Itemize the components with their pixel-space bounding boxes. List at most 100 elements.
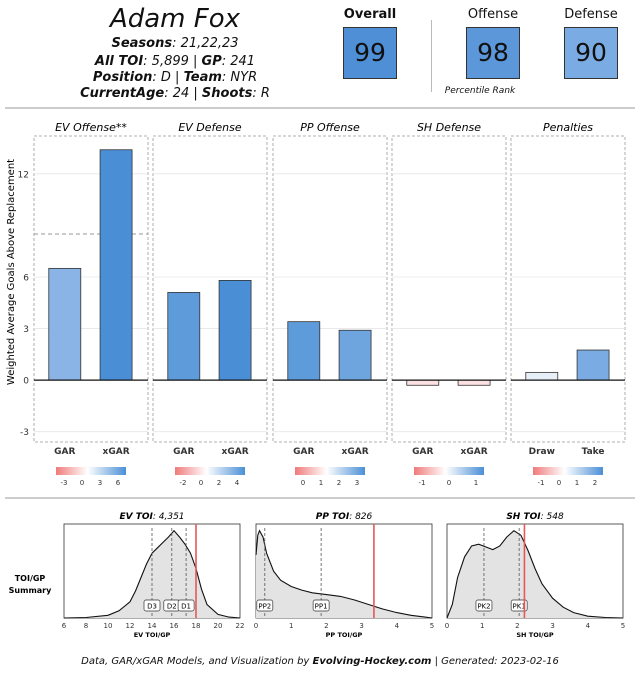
x-tick-label: 10	[104, 622, 113, 630]
x-category-label: xGAR	[461, 447, 488, 457]
legend-tick-label: -1	[419, 479, 426, 487]
y-tick-label: -3	[20, 428, 29, 438]
legend-tick-label: 0	[80, 479, 84, 487]
x-category-label: GAR	[412, 447, 433, 457]
footer-suffix: | Generated: 2023-02-16	[431, 656, 559, 667]
density-x-label: EV TOI/GP	[134, 631, 171, 639]
offense-rank-value: 98	[466, 27, 520, 79]
overall-rank-value: 99	[343, 27, 397, 79]
x-category-label: xGAR	[103, 447, 130, 457]
bar	[525, 371, 559, 381]
density-x-label: SH TOI/GP	[516, 631, 553, 639]
panel-title: SH Defense	[417, 121, 481, 134]
x-tick-label: 14	[148, 622, 157, 630]
toi-label: All TOI	[94, 54, 144, 69]
x-category-label: GAR	[293, 447, 314, 457]
footer-prefix: Data, GAR/xGAR Models, and Visualization…	[81, 656, 313, 667]
seasons-label: Seasons	[111, 36, 173, 51]
panel-title: EV Offense**	[55, 121, 127, 134]
x-tick-label: 6	[62, 622, 67, 630]
age-line: CurrentAge: 24 | Shoots: R	[40, 86, 310, 101]
x-tick-label: 0	[254, 622, 258, 630]
bar	[99, 149, 133, 381]
rank-divider	[431, 20, 432, 92]
line-marker-label: PK2	[477, 603, 490, 611]
bar	[287, 321, 321, 381]
position-line: Position: D | Team: NYR	[40, 70, 310, 85]
toi-value: : 5,899 |	[143, 54, 202, 69]
panel-title: PP Offense	[300, 121, 360, 134]
x-category-label: GAR	[54, 447, 75, 457]
bar	[338, 329, 372, 381]
line-marker-label: PP2	[258, 603, 271, 611]
density-line	[255, 529, 433, 619]
line-marker-label: D3	[147, 603, 157, 611]
team-value: : NYR	[221, 70, 258, 85]
x-tick-label: 5	[621, 622, 625, 630]
density-title: PP TOI: 826	[316, 512, 373, 522]
density-area	[256, 530, 432, 618]
x-category-label: xGAR	[342, 447, 369, 457]
overall-rank-label: Overall	[343, 7, 397, 22]
position-value: : D |	[152, 70, 184, 85]
seasons-line: Seasons: 21,22,23	[40, 36, 310, 51]
bar	[167, 292, 201, 381]
x-tick-label: 4	[395, 622, 400, 630]
shoots-label: Shoots	[201, 86, 253, 101]
bar	[576, 349, 610, 381]
defense-rank-value: 90	[564, 27, 618, 79]
legend-colorbar	[414, 467, 484, 475]
x-category-label: Draw	[529, 447, 555, 457]
bar	[218, 280, 252, 381]
bar	[406, 379, 440, 386]
x-category-label: GAR	[173, 447, 194, 457]
line-marker-box	[510, 599, 528, 612]
x-tick-label: 20	[214, 622, 223, 630]
y-tick-label: 0	[23, 377, 29, 387]
x-tick-label: 18	[192, 622, 201, 630]
x-tick-label: 8	[84, 622, 88, 630]
legend-tick-label: 0	[557, 479, 561, 487]
line-marker-label: D1	[181, 603, 191, 611]
position-label: Position	[92, 70, 153, 85]
panel-frame	[391, 135, 507, 443]
legend-colorbar	[533, 467, 603, 475]
panel-frame	[152, 135, 268, 443]
percentile-rank-note: Percentile Rank	[444, 86, 516, 96]
x-category-label: xGAR	[222, 447, 249, 457]
offense-rank-label: Offense	[467, 7, 519, 22]
gp-value: : 241	[221, 54, 256, 69]
line-marker-label: D2	[167, 603, 177, 611]
x-tick-label: 2	[515, 622, 519, 630]
legend-tick-label: 3	[355, 479, 359, 487]
legend-tick-label: 3	[98, 479, 102, 487]
density-title: EV TOI: 4,351	[119, 512, 184, 522]
legend-tick-label: -1	[538, 479, 545, 487]
legend-tick-label: 0	[447, 479, 451, 487]
defense-rank-label: Defense	[564, 7, 618, 22]
age-label: CurrentAge	[80, 86, 165, 101]
x-tick-label: 16	[170, 622, 179, 630]
line-marker-box	[475, 599, 493, 612]
toi-summary-label-line1: TOI/GP	[15, 574, 46, 583]
footer-site: Evolving-Hockey.com	[312, 656, 432, 667]
legend-tick-label: -3	[61, 479, 68, 487]
legend-colorbar	[295, 467, 365, 475]
line-marker-label: PP1	[315, 603, 328, 611]
legend-tick-label: 4	[235, 479, 240, 487]
x-tick-label: 2	[324, 622, 328, 630]
density-line	[446, 530, 624, 619]
density-x-label: PP TOI/GP	[326, 631, 363, 639]
panel-title: EV Defense	[178, 121, 242, 134]
legend-tick-label: 0	[301, 479, 305, 487]
legend-tick-label: 0	[199, 479, 203, 487]
line-marker-box	[312, 599, 330, 612]
y-tick-label: 3	[23, 325, 29, 335]
density-area	[447, 530, 623, 618]
line-marker-box	[177, 599, 195, 612]
legend-colorbar	[175, 467, 245, 475]
legend-tick-label: 1	[319, 479, 323, 487]
